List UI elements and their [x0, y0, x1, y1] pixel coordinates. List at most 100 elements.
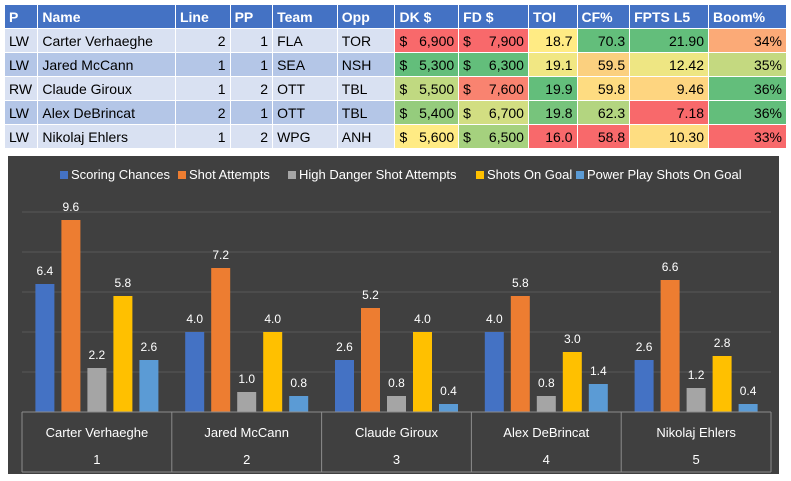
cell-boom-pct[interactable]: 36% — [708, 76, 787, 101]
cell-boom-pct[interactable]: 34% — [708, 28, 787, 53]
category-number-label: 2 — [243, 452, 250, 467]
bar — [439, 404, 458, 412]
cell-opponent[interactable]: NSH — [336, 52, 396, 77]
cell-line[interactable]: 1 — [174, 76, 231, 101]
currency-symbol: $ — [399, 56, 408, 73]
cell-line[interactable]: 2 — [174, 28, 231, 53]
cell-boom-pct[interactable]: 36% — [708, 100, 787, 125]
currency-symbol: $ — [463, 80, 471, 97]
header-opp[interactable]: Opp — [336, 4, 396, 29]
header-name[interactable]: Name — [37, 4, 176, 29]
cell-position[interactable]: LW — [3, 28, 39, 53]
cell-player-name[interactable]: Carter Verhaeghe — [37, 28, 176, 53]
bar — [484, 332, 504, 412]
table-row[interactable]: LW Nikolaj Ehlers 1 2 WPG ANH 5,600 $6,500 $16.0… — [3, 124, 787, 149]
bar-value-label: 2.6 — [636, 340, 653, 354]
cell-team[interactable]: OTT — [272, 76, 338, 101]
cell-fd-salary[interactable]: 7,900 $ — [458, 28, 529, 53]
bar-value-label: 2.2 — [89, 348, 106, 362]
cell-line[interactable]: 2 — [174, 100, 231, 125]
cell-position[interactable]: LW — [3, 52, 39, 77]
cell-position[interactable]: LW — [3, 124, 39, 149]
bar — [61, 220, 81, 412]
cell-team[interactable]: SEA — [272, 52, 338, 77]
cell-opponent[interactable]: ANH — [336, 124, 396, 149]
cell-dk-salary[interactable]: 5,300 $ — [394, 52, 460, 77]
header-line[interactable]: Line — [174, 4, 231, 29]
cell-cf-pct[interactable]: 62.3 — [576, 100, 631, 125]
header-boom-pct[interactable]: Boom% — [708, 4, 787, 29]
cell-team[interactable]: WPG — [272, 124, 338, 149]
bar-value-label: 6.6 — [662, 260, 679, 274]
cell-line[interactable]: 1 — [174, 124, 231, 149]
cell-team[interactable]: OTT — [272, 100, 338, 125]
cell-player-name[interactable]: Claude Giroux — [37, 76, 176, 101]
cell-toi[interactable]: 19.9 — [527, 76, 578, 101]
cell-position[interactable]: LW — [3, 100, 39, 125]
bar-value-label: 1.4 — [590, 364, 607, 378]
header-fpts-l5[interactable]: FPTS L5 — [629, 4, 710, 29]
cell-opponent[interactable]: TOR — [336, 28, 396, 53]
header-cf-pct[interactable]: CF% — [576, 4, 631, 29]
cell-player-name[interactable]: Jared McCann — [37, 52, 176, 77]
cell-team[interactable]: FLA — [272, 28, 338, 53]
legend-swatch — [60, 171, 68, 179]
cell-position[interactable]: RW — [3, 76, 39, 101]
cell-pp[interactable]: 1 — [229, 100, 274, 125]
cell-toi[interactable]: 18.7 — [527, 28, 578, 53]
cell-opponent[interactable]: TBL — [336, 100, 396, 125]
bar-value-label: 0.4 — [740, 384, 757, 398]
cell-boom-pct[interactable]: 33% — [708, 124, 787, 149]
cell-toi[interactable]: 19.1 — [527, 52, 578, 77]
cell-dk-salary[interactable]: 6,900 $ — [394, 28, 460, 53]
legend-label: Scoring Chances — [71, 167, 170, 182]
cell-fd-salary[interactable]: 6,700 $ — [458, 100, 529, 125]
cell-cf-pct[interactable]: 59.8 — [576, 76, 631, 101]
cell-fpts-l5[interactable]: 7.18 — [629, 100, 710, 125]
cell-fd-salary[interactable]: 7,600 $ — [458, 76, 529, 101]
bar — [413, 332, 432, 412]
cell-toi[interactable]: 16.0 — [527, 124, 578, 149]
header-team[interactable]: Team — [272, 4, 338, 29]
cell-fd-salary[interactable]: 6,300 $ — [458, 52, 529, 77]
cell-dk-salary[interactable]: 5,400 $ — [394, 100, 460, 125]
cell-cf-pct[interactable]: 59.5 — [576, 52, 631, 77]
header-fd-salary[interactable]: FD $ — [458, 4, 529, 29]
cell-pp[interactable]: 1 — [229, 28, 274, 53]
cell-fpts-l5[interactable]: 10.30 — [629, 124, 710, 149]
cell-player-name[interactable]: Alex DeBrincat — [37, 100, 176, 125]
cell-pp[interactable]: 2 — [229, 124, 274, 149]
cell-toi[interactable]: 19.8 — [527, 100, 578, 125]
legend-label: Power Play Shots On Goal — [587, 167, 742, 182]
currency-symbol: $ — [399, 32, 408, 49]
cell-fd-salary[interactable]: 6,500 $ — [458, 124, 529, 149]
currency-symbol: $ — [399, 80, 408, 97]
bar-value-label: 6.4 — [37, 264, 54, 278]
table-row[interactable]: LW Jared McCann 1 1 SEA NSH 5,300 $6,300 $19.1 59… — [3, 52, 787, 77]
header-toi[interactable]: TOI — [527, 4, 578, 29]
header-dk-salary[interactable]: DK $ — [394, 4, 460, 29]
cell-boom-pct[interactable]: 35% — [708, 52, 787, 77]
bar — [536, 396, 556, 412]
cell-fpts-l5[interactable]: 12.42 — [629, 52, 710, 77]
cell-opponent[interactable]: TBL — [336, 76, 396, 101]
table-row[interactable]: LW Alex DeBrincat 2 1 OTT TBL 5,400 $6,700 $19.8… — [3, 100, 787, 125]
cell-pp[interactable]: 2 — [229, 76, 274, 101]
table-row[interactable]: RW Claude Giroux 1 2 OTT TBL 5,500 $7,600 $19.9 5… — [3, 76, 787, 101]
cell-fpts-l5[interactable]: 21.90 — [629, 28, 710, 53]
cell-fpts-l5[interactable]: 9.46 — [629, 76, 710, 101]
category-label: Carter Verhaeghe — [46, 425, 149, 440]
cell-pp[interactable]: 1 — [229, 52, 274, 77]
cell-cf-pct[interactable]: 70.3 — [576, 28, 631, 53]
header-position[interactable]: P — [3, 4, 39, 29]
table-row[interactable]: LW Carter Verhaeghe 2 1 FLA TOR 6,900 $7,900 $18… — [3, 28, 787, 53]
header-pp[interactable]: PP — [229, 4, 274, 29]
cell-line[interactable]: 1 — [174, 52, 231, 77]
cell-cf-pct[interactable]: 58.8 — [576, 124, 631, 149]
cell-player-name[interactable]: Nikolaj Ehlers — [37, 124, 176, 149]
cell-dk-salary[interactable]: 5,500 $ — [394, 76, 460, 101]
legend-swatch — [476, 171, 484, 179]
salary-amount: 6,900 — [419, 32, 455, 49]
salary-amount: 5,600 — [419, 128, 455, 145]
cell-dk-salary[interactable]: 5,600 $ — [394, 124, 460, 149]
